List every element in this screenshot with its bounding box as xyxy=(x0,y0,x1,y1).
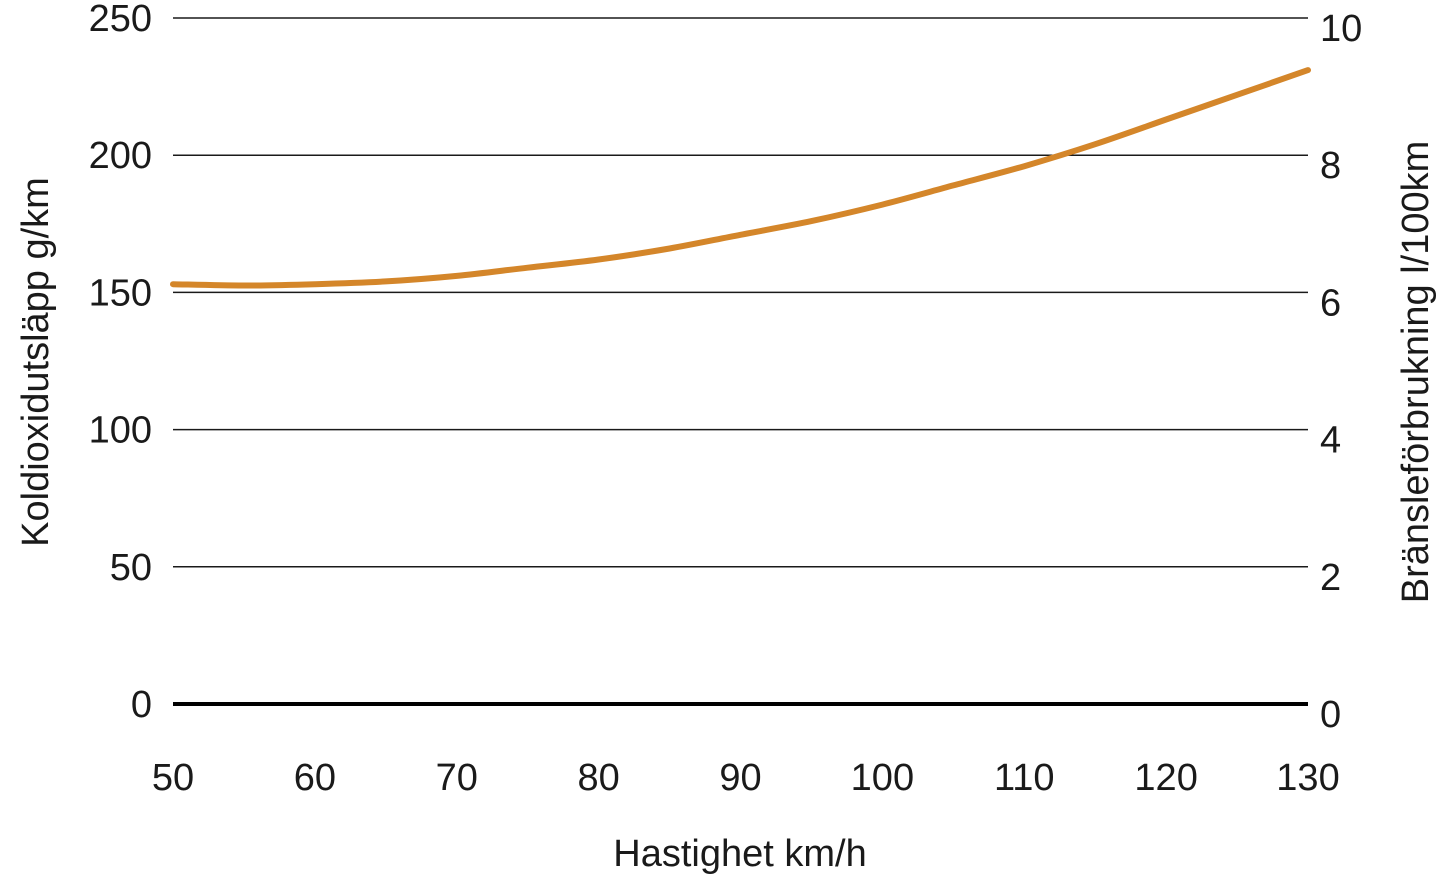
y-left-tick-label: 50 xyxy=(110,547,152,589)
y-right-axis-label: Bränsleförbrukning l/100km xyxy=(1395,141,1437,604)
y-right-tick-labels: 0 2 4 6 8 10 xyxy=(1320,8,1362,736)
x-tick-label: 80 xyxy=(577,757,619,799)
y-right-tick-label: 0 xyxy=(1320,694,1341,736)
y-left-tick-label: 100 xyxy=(89,410,152,452)
y-left-tick-label: 0 xyxy=(131,684,152,726)
series-line xyxy=(170,67,1311,289)
y-right-tick-label: 6 xyxy=(1320,282,1341,324)
x-tick-label: 120 xyxy=(1134,757,1197,799)
gridlines xyxy=(173,17,1308,706)
x-tick-label: 60 xyxy=(294,757,336,799)
x-tick-label: 130 xyxy=(1276,757,1339,799)
y-right-tick-label: 4 xyxy=(1320,420,1341,462)
y-left-tick-label: 250 xyxy=(89,0,152,40)
x-tick-labels: 50 60 70 80 90 100 110 120 130 xyxy=(152,757,1340,799)
y-left-tick-label: 200 xyxy=(89,135,152,177)
x-tick-label: 90 xyxy=(719,757,761,799)
x-tick-label: 50 xyxy=(152,757,194,799)
x-axis-label: Hastighet km/h xyxy=(613,833,866,874)
y-left-axis-label: Koldioxidutsläpp g/km xyxy=(15,177,57,547)
y-right-tick-label: 8 xyxy=(1320,145,1341,187)
x-tick-label: 100 xyxy=(851,757,914,799)
y-right-tick-label: 10 xyxy=(1320,8,1362,50)
y-right-tick-label: 2 xyxy=(1320,557,1341,599)
x-tick-label: 110 xyxy=(994,757,1055,799)
series-layer xyxy=(170,67,1311,289)
x-tick-label: 70 xyxy=(436,757,478,799)
y-left-tick-labels: 0 50 100 150 200 250 xyxy=(89,0,152,726)
y-left-tick-label: 150 xyxy=(89,272,152,314)
